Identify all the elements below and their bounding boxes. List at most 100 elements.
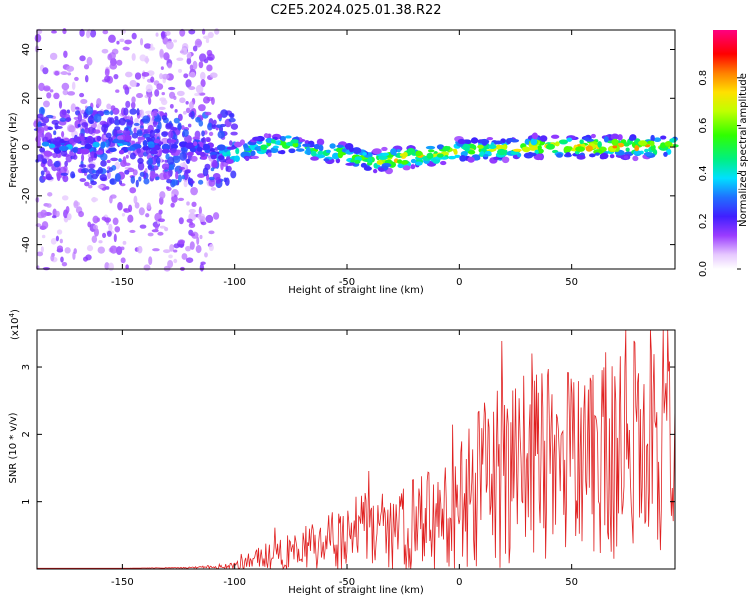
spectrogram-noise-cell bbox=[104, 75, 111, 83]
spectrogram-noise-cell bbox=[78, 210, 84, 218]
spectrogram-noise-cell bbox=[133, 122, 140, 126]
spectrogram-noise-cell bbox=[99, 173, 108, 181]
spectrogram-noise-cell bbox=[196, 40, 203, 46]
spectrogram-noise-cell bbox=[185, 79, 192, 88]
spectrogram-track-cell bbox=[325, 149, 331, 154]
spectrogram-track-cell bbox=[351, 147, 362, 155]
spectrogram-noise-cell bbox=[80, 140, 87, 146]
spectrogram-noise-cell bbox=[205, 136, 211, 143]
spectrogram-noise-cell bbox=[149, 129, 155, 139]
spectrogram-noise-cell bbox=[146, 202, 151, 210]
spectrogram-noise-cell bbox=[197, 179, 204, 185]
spectrogram-track-cell bbox=[550, 134, 560, 139]
spectrogram-track-cell bbox=[633, 150, 642, 155]
spectrogram-track-cell bbox=[243, 147, 252, 152]
spectrogram-track-cell bbox=[136, 148, 141, 154]
snr-y-axis-label: SNR (10 * v/v) bbox=[8, 412, 19, 483]
spectrogram-noise-cell bbox=[147, 164, 153, 171]
spectrogram-noise-cell bbox=[46, 92, 52, 99]
spectrogram-noise-cell bbox=[198, 120, 204, 127]
spectrogram-track-cell bbox=[612, 145, 618, 149]
spectrogram-track-cell bbox=[565, 152, 571, 157]
spectrogram-noise-cell bbox=[220, 109, 228, 118]
spectrogram-noise-cell bbox=[226, 165, 232, 173]
spectrogram-track-cell bbox=[209, 151, 218, 155]
spectrogram-track-cell bbox=[218, 149, 224, 154]
spectrogram-track-cell bbox=[295, 148, 305, 152]
spectrogram-track-cell bbox=[632, 155, 639, 162]
spectrogram-noise-cell bbox=[173, 117, 180, 124]
spectrogram-noise-cell bbox=[163, 52, 170, 61]
spectrogram-noise-cell bbox=[181, 174, 185, 180]
spectrogram-noise-cell bbox=[150, 43, 154, 50]
spectrogram-noise-cell bbox=[173, 258, 178, 264]
spectrogram-noise-cell bbox=[208, 244, 214, 252]
spectrogram-noise-cell bbox=[165, 123, 172, 130]
spectrogram-track-cell bbox=[436, 153, 444, 158]
spectrogram-track-cell bbox=[588, 153, 596, 158]
spectrogram-noise-cell bbox=[188, 208, 196, 214]
spectrogram-noise-cell bbox=[122, 84, 128, 90]
spectrogram-noise-cell bbox=[101, 123, 109, 133]
spectrogram-noise-cell bbox=[96, 97, 102, 107]
spectrogram-track-cell bbox=[470, 137, 479, 144]
spectrogram-track-cell bbox=[381, 146, 388, 152]
spectrogram-noise-cell bbox=[230, 131, 238, 136]
spectrogram-noise-cell bbox=[184, 245, 192, 252]
spectrogram-track-cell bbox=[390, 148, 397, 156]
spectrogram-noise-cell bbox=[64, 160, 68, 167]
spectrogram-noise-cell bbox=[217, 130, 226, 139]
spectrogram-noise-cell bbox=[66, 109, 70, 114]
spectrogram-track-cell bbox=[288, 148, 296, 154]
spectrogram-noise-cell bbox=[89, 29, 97, 38]
spectrogram-noise-cell bbox=[73, 116, 79, 120]
spectrogram-noise-cell bbox=[93, 129, 101, 134]
spectrogram-noise-cell bbox=[91, 235, 98, 244]
spectrogram-noise-cell bbox=[186, 51, 192, 59]
spectrogram-noise-cell bbox=[49, 52, 58, 61]
spectrogram-noise-cell bbox=[181, 43, 189, 51]
spectrogram-noise-cell bbox=[152, 120, 157, 128]
spectrogram-track-cell bbox=[442, 145, 451, 152]
snr-x-tick-label: -100 bbox=[223, 577, 246, 588]
spectrogram-track-cell bbox=[486, 136, 494, 141]
spectrogram-noise-cell bbox=[132, 81, 137, 87]
spectrogram-noise-cell bbox=[147, 232, 154, 237]
spectrogram-track-cell bbox=[467, 156, 475, 163]
spectrogram-noise-cell bbox=[141, 72, 150, 77]
spectrogram-noise-cell bbox=[155, 32, 159, 37]
spectrogram-noise-cell bbox=[168, 130, 174, 139]
snr-x-tick-label: -150 bbox=[111, 577, 134, 588]
spectrogram-noise-cell bbox=[74, 76, 79, 81]
spectrogram-noise-cell bbox=[88, 184, 93, 189]
spectrogram-track-cell bbox=[113, 138, 120, 143]
spectrogram-track-cell bbox=[477, 144, 484, 149]
spectrogram-track-cell bbox=[137, 136, 145, 140]
spectrogram-track-cell bbox=[440, 156, 448, 160]
spectrogram-track-cell bbox=[306, 149, 312, 156]
spectrogram-track-cell bbox=[318, 144, 324, 152]
spectrogram-track-cell bbox=[524, 138, 531, 145]
spectrogram-noise-cell bbox=[208, 230, 215, 235]
spectrogram-noise-cell bbox=[187, 123, 192, 128]
spectrogram-noise-cell bbox=[137, 245, 143, 254]
spectrogram-noise-cell bbox=[205, 56, 214, 61]
spectrogram-noise-cell bbox=[106, 230, 112, 237]
spectrogram-track-cell bbox=[310, 150, 317, 157]
spectrogram-track-cell bbox=[127, 146, 136, 151]
colorbar-tick-label: 0.8 bbox=[698, 70, 709, 86]
spectrogram-noise-cell bbox=[136, 93, 144, 99]
spectrogram-noise-cell bbox=[102, 30, 109, 35]
spectrogram-noise-cell bbox=[185, 107, 191, 114]
spectrogram-track-cell bbox=[161, 143, 171, 151]
spectrogram-noise-cell bbox=[51, 30, 57, 34]
spectrogram-noise-cell bbox=[173, 39, 178, 43]
spectrogram-track-cell bbox=[575, 146, 586, 152]
spectrogram-noise-cell bbox=[139, 109, 145, 118]
spectrogram-track-cell bbox=[522, 146, 531, 153]
colorbar-tick-label: 0.4 bbox=[698, 165, 709, 181]
spectrogram-noise-cell bbox=[155, 176, 160, 181]
spectrogram-noise-cell bbox=[154, 89, 160, 97]
spectrogram-track-cell bbox=[290, 139, 299, 144]
spectrogram-track-cell bbox=[362, 152, 367, 156]
